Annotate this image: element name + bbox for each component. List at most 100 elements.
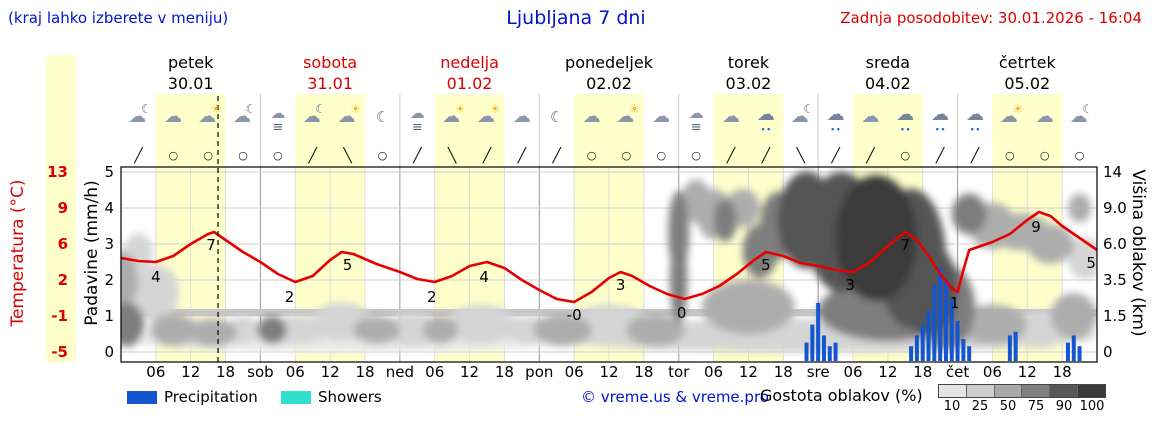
precip-bar xyxy=(1071,335,1076,361)
x-tick: 06 xyxy=(565,363,584,381)
precip-tick: 4 xyxy=(104,199,114,217)
x-tick: 18 xyxy=(216,363,235,381)
temp-point-label: 5 xyxy=(761,256,771,274)
x-tick: 12 xyxy=(181,363,200,381)
precip-bar xyxy=(1007,335,1012,361)
cloud-blob xyxy=(701,279,795,335)
cloud-moon-icon: ☁ xyxy=(233,106,251,127)
precip-tick: 1 xyxy=(104,307,114,325)
density-step xyxy=(1050,385,1079,397)
precip-bar xyxy=(914,335,919,361)
fog-icon: ☁ xyxy=(410,104,425,122)
x-tick: 18 xyxy=(1053,363,1072,381)
x-tick: sob xyxy=(247,363,274,381)
precip-tick: 0 xyxy=(104,343,114,361)
fog-icon: ☁ xyxy=(270,104,285,122)
x-tick: pon xyxy=(525,363,553,381)
precip-bar xyxy=(909,346,914,361)
day-name: torek xyxy=(728,53,770,72)
credit-link[interactable]: © vreme.us & vreme.pro xyxy=(581,388,769,406)
calm-wind-icon: ○ xyxy=(203,149,213,162)
density-value: 50 xyxy=(999,399,1017,414)
wind-barb-icon: ╱ xyxy=(412,147,423,164)
day-date: 31.01 xyxy=(307,74,353,93)
x-tick: sre xyxy=(807,363,830,381)
cloud-rain-icon: ∙∙ xyxy=(900,125,911,135)
day-date: 03.02 xyxy=(726,74,772,93)
temp-point-label: 5 xyxy=(343,256,353,274)
cloud-rain-icon: ☁ xyxy=(966,104,984,125)
precip-bar xyxy=(1013,331,1018,361)
x-tick: 12 xyxy=(878,363,897,381)
cloud-moon-icon: ☾ xyxy=(141,102,152,116)
wind-barb-icon: ╱ xyxy=(482,147,493,164)
day-date: 04.02 xyxy=(865,74,911,93)
temperature-line xyxy=(121,210,1097,304)
x-tick: 12 xyxy=(321,363,340,381)
weather-icons-row: ☾☁ ☁ ☀☁ ☾☁ ☁≡☾☁ ☀☁ ☾ ☁≡☀☁ ☀☁ ☁ ☾ ☁ ☀☁ ☁ ☁≡☁ ☁∙∙☾☁ ☁∙∙☁ ☁∙… xyxy=(128,102,1093,135)
menu-hint: (kraj lahko izberete v meniju) xyxy=(8,9,229,27)
cloud-sun-icon: ☁ xyxy=(338,106,356,127)
cloud-blob xyxy=(1050,293,1097,339)
precip-bar xyxy=(1077,346,1082,361)
cloud-icon: ☁ xyxy=(583,106,601,127)
precip-tick: 2 xyxy=(104,271,114,289)
precip-bar xyxy=(1065,342,1070,361)
wind-barb-icon: ╲ xyxy=(447,147,458,164)
temp-tick: 13 xyxy=(47,163,68,181)
cloud-icon: ☁ xyxy=(652,106,670,127)
temperature-axis-title: Temperatura (°C) xyxy=(8,179,28,327)
cloud-blob xyxy=(121,250,139,310)
wind-barb-icon: ╱ xyxy=(865,147,876,164)
cloud-icon: ☁ xyxy=(722,106,740,127)
x-tick: 12 xyxy=(460,363,479,381)
cloud-sun-icon: ☀ xyxy=(1012,102,1023,116)
chart-texts: petek 30.01 sobota 31.01 nedelja 01.02 ponedel… xyxy=(47,53,1127,381)
last-updated-label: Zadnja posodobitev: 30.01.2026 - 16:04 xyxy=(840,9,1142,27)
precip-bar xyxy=(943,277,948,361)
temp-tick: -5 xyxy=(51,343,68,361)
showers-legend-label: Showers xyxy=(318,388,382,406)
cloud-height-axis-title: Višina oblakov (km) xyxy=(1128,169,1148,337)
cloud-sun-icon: ☁ xyxy=(477,106,495,127)
calm-wind-icon: ○ xyxy=(656,149,666,162)
fog-icon: ☁ xyxy=(689,104,704,122)
day-date: 30.01 xyxy=(168,74,214,93)
temp-point-label: 7 xyxy=(206,236,216,254)
cloud-moon-icon: ☁ xyxy=(128,106,146,127)
temp-point-label: -0 xyxy=(567,306,582,324)
cloud-moon-icon: ☾ xyxy=(315,102,326,116)
precipitation-legend-label: Precipitation xyxy=(164,388,258,406)
temp-tick: 2 xyxy=(58,271,68,289)
temp-point-label: 2 xyxy=(285,288,295,306)
cloud-sun-icon: ☀ xyxy=(629,102,640,116)
day-name: nedelja xyxy=(440,53,499,72)
cloud-tick: 3.5 xyxy=(1103,271,1127,289)
day-name: četrtek xyxy=(999,53,1057,72)
x-tick: 18 xyxy=(913,363,932,381)
cloud-blob xyxy=(533,313,592,347)
cloud-blob xyxy=(951,193,987,235)
cloud-sun-icon: ☁ xyxy=(616,106,634,127)
density-value: 75 xyxy=(1027,399,1045,414)
cloud-moon-icon: ☾ xyxy=(246,102,257,116)
cloud-rain-icon: ∙∙ xyxy=(830,125,841,135)
x-tick: 18 xyxy=(495,363,514,381)
x-tick: ned xyxy=(386,363,414,381)
precip-tick: 3 xyxy=(104,235,114,253)
x-tick: 06 xyxy=(843,363,862,381)
cloud-blob xyxy=(670,237,688,323)
calm-wind-icon: ○ xyxy=(378,149,388,162)
cloud-moon-icon: ☁ xyxy=(1070,106,1088,127)
cloud-blob xyxy=(121,302,145,347)
density-step xyxy=(994,385,1023,397)
density-step xyxy=(1078,385,1105,397)
calm-wind-icon: ○ xyxy=(1075,149,1085,162)
x-tick: 12 xyxy=(739,363,758,381)
cloud-sun-icon: ☀ xyxy=(350,102,361,116)
page-title: Ljubljana 7 dni xyxy=(506,7,646,29)
showers-swatch xyxy=(281,391,311,404)
cloud-blob xyxy=(899,242,958,336)
wind-barb-icon: ╱ xyxy=(133,147,144,164)
wind-barb-icon: ╲ xyxy=(795,147,806,164)
